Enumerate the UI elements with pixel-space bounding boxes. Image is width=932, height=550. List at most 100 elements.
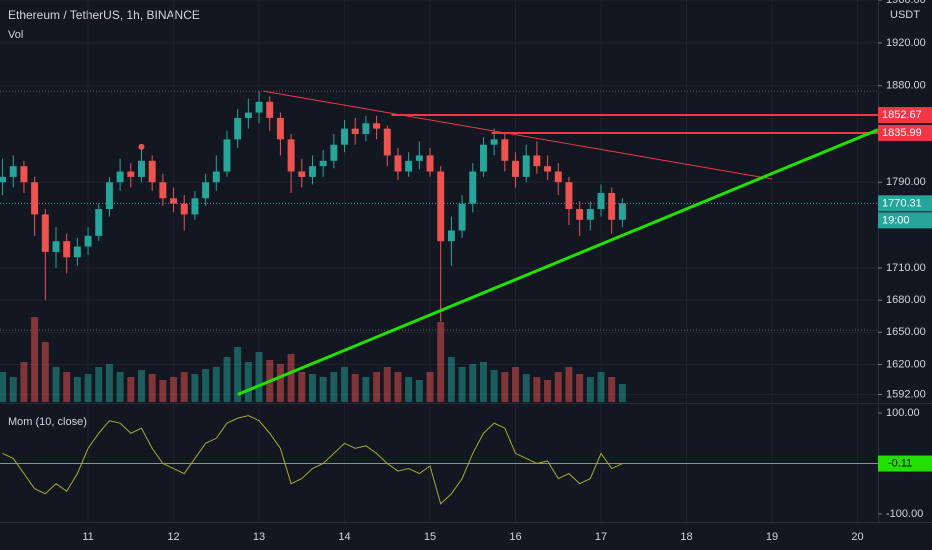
candle-body (341, 128, 349, 145)
volume-bar (105, 364, 113, 402)
candle-body (512, 160, 519, 177)
y-tick-label: 1790.00 (886, 176, 926, 188)
volume-bar (554, 372, 562, 402)
level-label: 1835.99 (882, 127, 922, 139)
volume-bar (479, 362, 487, 402)
volume-bar (298, 372, 306, 402)
candle-body (20, 166, 28, 183)
y-tick-label: 1620.00 (886, 358, 926, 370)
volume-bar (512, 367, 519, 402)
volume-bar (362, 377, 370, 402)
candle-body (73, 246, 81, 258)
volume-bar (437, 322, 445, 402)
candle-body (191, 198, 199, 215)
volume-bar (330, 372, 338, 402)
volume-bar (170, 377, 178, 402)
candle-body (362, 123, 370, 134)
candle-body (565, 182, 573, 210)
candle-body (255, 101, 263, 113)
candle-body (479, 144, 487, 172)
volume-bar (31, 317, 39, 402)
candle-body (127, 171, 135, 177)
price-label-box (878, 195, 932, 212)
candle-body (490, 139, 498, 145)
candle-body (415, 155, 423, 161)
candle-body (202, 182, 210, 199)
volume-bar (84, 374, 92, 402)
candle-body (586, 209, 594, 220)
volume-bar (458, 367, 466, 402)
price-label: 1770.31 (882, 197, 922, 209)
volume-bar (383, 367, 391, 402)
candle-body (608, 192, 616, 220)
candle-body (266, 101, 274, 118)
volume-bar (576, 374, 584, 402)
volume-bar (73, 377, 81, 402)
volume-bar (159, 380, 167, 402)
candle-body (522, 155, 530, 177)
indicator-label: Mom (10, close) (8, 416, 87, 428)
candle-body (426, 155, 434, 172)
volume-bar (255, 352, 263, 402)
candle-body (437, 171, 445, 242)
x-tick-label: 18 (680, 531, 692, 543)
candle-body (41, 214, 49, 252)
candle-body (597, 192, 605, 210)
candle-body (308, 166, 316, 177)
y2-tick-label: 100.00 (886, 407, 920, 419)
volume-bar (234, 347, 242, 402)
volume-bar (469, 364, 477, 402)
volume-bar (180, 372, 188, 402)
x-tick-label: 20 (851, 531, 863, 543)
volume-bar (586, 377, 594, 402)
x-tick-label: 11 (82, 531, 93, 543)
volume-bar (405, 377, 413, 402)
volume-bar (394, 372, 402, 402)
y-tick-label: 1680.00 (886, 294, 926, 306)
candle-body (63, 241, 71, 258)
candle-body (31, 182, 39, 215)
candle-body (105, 182, 113, 210)
volume-bar (212, 367, 220, 402)
x-tick-label: 16 (509, 531, 521, 543)
candle-body (180, 203, 188, 215)
x-tick-label: 19 (766, 531, 778, 543)
volume-bar (426, 372, 434, 402)
chart-title: Ethereum / TetherUS, 1h, BINANCE (8, 8, 200, 22)
candle-body (287, 139, 295, 172)
volume-bar (127, 377, 135, 402)
candle-body (319, 160, 327, 167)
y-tick-label: 1960.00 (886, 0, 926, 6)
candle-body (0, 176, 7, 183)
candle-body (95, 209, 103, 236)
candle-body (159, 182, 167, 199)
level-label-box (878, 107, 932, 124)
y-tick-label: 1710.00 (886, 262, 926, 274)
level-label-box (878, 124, 932, 141)
volume-bar (116, 372, 124, 402)
currency-label: USDT (890, 9, 920, 21)
candle-body (405, 160, 413, 172)
volume-bar (148, 374, 156, 402)
volume-bar (490, 370, 498, 402)
volume-bar (373, 372, 381, 402)
x-tick-label: 14 (338, 531, 350, 543)
volume-bar (20, 362, 28, 402)
x-tick-label: 12 (167, 531, 179, 543)
volume-bar (544, 380, 552, 402)
candle-body (223, 139, 231, 172)
candle-body (544, 166, 552, 172)
volume-bar (608, 377, 616, 402)
volume-bar (244, 362, 252, 402)
y2-tick-label: -100.00 (886, 508, 923, 520)
volume-bar (0, 372, 7, 402)
candle-body (383, 128, 391, 156)
candle-body (84, 235, 92, 247)
candle-body (554, 171, 562, 183)
y-tick-label: 1592.00 (886, 388, 926, 400)
volume-bar (95, 367, 103, 402)
volume-bar (308, 374, 316, 402)
candle-body (501, 139, 509, 161)
volume-bar (202, 369, 210, 402)
